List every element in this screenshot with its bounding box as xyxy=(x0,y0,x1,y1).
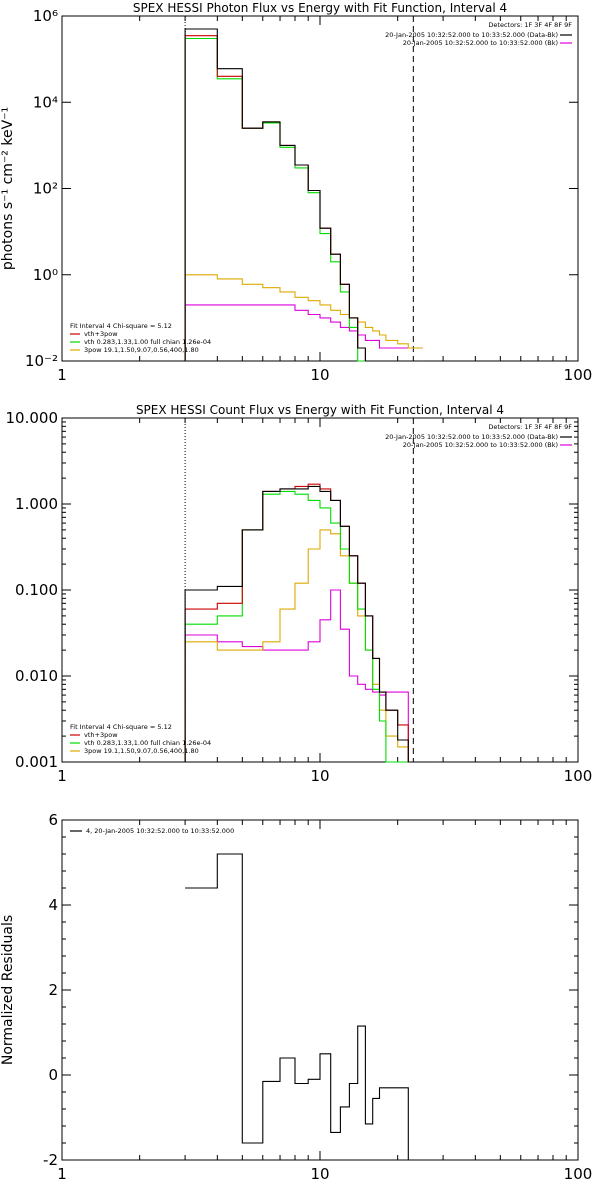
chart-2: SPEX HESSI Count Flux vs Energy with Fit… xyxy=(6,403,593,785)
y-tick-label: 10⁻² xyxy=(25,352,58,370)
y-tick-label: 10⁰ xyxy=(33,266,58,284)
plot-frame xyxy=(61,819,579,1161)
x-tick-label: 10 xyxy=(310,366,329,384)
fit-legend-title: Fit Interval 4 Chi-square = 5.12 xyxy=(70,723,172,731)
time-label: 20-Jan-2005 10:32:52.000 to 10:33:52.000… xyxy=(403,441,558,449)
detector-label: Detectors: 1F 3F 4F 8F 9F xyxy=(488,21,572,29)
y-tick-label: 6 xyxy=(48,811,58,829)
x-tick-label: 1 xyxy=(57,366,67,384)
series-data xyxy=(185,853,409,1160)
chart-1: SPEX HESSI Photon Flux vs Energy with Fi… xyxy=(0,1,592,384)
y-axis-label: Normalized Residuals xyxy=(0,915,16,1065)
series-thermal xyxy=(184,37,423,362)
y-axis-label: photons s⁻¹ cm⁻² keV⁻¹ xyxy=(0,107,16,270)
legend-text: 4, 20-Jan-2005 10:32:52.000 to 10:33:52.… xyxy=(86,827,234,835)
y-tick-label: 0.001 xyxy=(15,753,58,771)
x-tick-label: 10 xyxy=(310,767,329,785)
fit-legend-text: 3pow 19.1,1.50,9.07,0.56,400,1.80 xyxy=(84,346,199,354)
series-data xyxy=(184,28,423,362)
y-tick-label: 4 xyxy=(48,896,58,914)
chart-title: SPEX HESSI Photon Flux vs Energy with Fi… xyxy=(133,1,507,15)
series-background xyxy=(184,304,423,361)
x-tick-label: 1 xyxy=(57,1165,67,1183)
y-tick-label: 10.000 xyxy=(6,409,59,427)
y-tick-label: 2 xyxy=(48,981,58,999)
series-powerlaw xyxy=(184,274,423,361)
fit-legend-title: Fit Interval 4 Chi-square = 5.12 xyxy=(70,322,172,330)
chart-title: SPEX HESSI Count Flux vs Energy with Fit… xyxy=(136,403,504,417)
x-tick-label: 100 xyxy=(564,366,593,384)
y-tick-label: 0.100 xyxy=(15,581,58,599)
fit-legend-text: vth+3pow xyxy=(84,731,118,739)
x-tick-label: 100 xyxy=(564,767,593,785)
fit-legend-text: vth 0.283,1.33,1.00 full chian 1.26e-04 xyxy=(84,338,211,346)
y-tick-label: 1.000 xyxy=(15,495,58,513)
fit-legend-text: vth 0.283,1.33,1.00 full chian 1.26e-04 xyxy=(84,739,211,747)
x-tick-label: 1 xyxy=(57,767,67,785)
time-label: 20-Jan-2005 10:32:52.000 to 10:33:52.000… xyxy=(385,31,558,39)
y-tick-label: 10² xyxy=(33,180,58,198)
y-tick-label: -2 xyxy=(43,1151,58,1169)
plot-frame xyxy=(61,15,579,362)
series-total xyxy=(184,35,423,362)
detector-label: Detectors: 1F 3F 4F 8F 9F xyxy=(488,423,572,431)
y-tick-label: 0 xyxy=(48,1066,58,1084)
y-tick-label: 10⁶ xyxy=(33,7,58,25)
chart-3: Normalized Residuals 1 10 100 -2 0 2 4 6 4, 20-Ja… xyxy=(0,811,592,1183)
time-label: 20-Jan-2005 10:32:52.000 to 10:33:52.000… xyxy=(403,39,558,47)
x-tick-label: 10 xyxy=(310,1165,329,1183)
fit-legend-text: vth+3pow xyxy=(84,330,118,338)
y-tick-label: 0.010 xyxy=(15,667,58,685)
x-tick-label: 100 xyxy=(564,1165,593,1183)
fit-legend-text: 3pow 19.1,1.50,9.07,0.56,400,1.80 xyxy=(84,747,199,755)
series-data xyxy=(184,485,436,763)
plot-frame xyxy=(61,417,579,763)
y-tick-label: 10⁴ xyxy=(33,93,58,111)
time-label: 20-Jan-2005 10:32:52.000 to 10:33:52.000… xyxy=(385,433,558,441)
